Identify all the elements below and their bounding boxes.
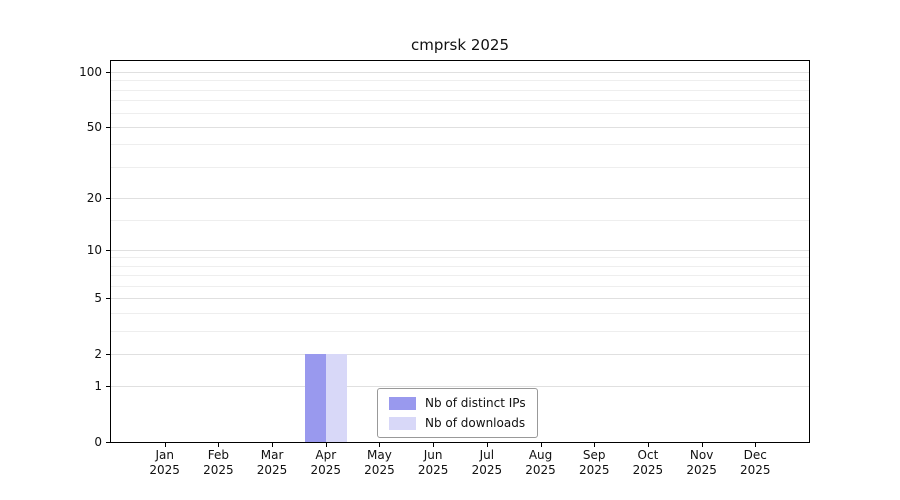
x-tick-mark [164,443,166,447]
y-gridline [111,249,809,251]
y-gridline-minor [111,313,809,314]
x-tick-label: Sep 2025 [564,448,624,478]
x-tick-label: Nov 2025 [672,448,732,478]
y-tick-label: 5 [94,291,102,306]
legend-item-distinct-ips: Nb of distinct IPs [389,396,526,410]
x-tick-label: Mar 2025 [242,448,302,478]
y-tick-mark [106,353,110,355]
x-tick-label: Apr 2025 [296,448,356,478]
x-tick-mark [379,443,381,447]
y-gridline-minor [111,144,809,146]
x-tick-month: Aug [528,448,553,462]
x-tick-mark [486,443,488,447]
bar-nb-of-distinct-ips-apr [304,353,326,442]
y-gridline-minor [111,112,809,114]
y-gridline-minor [111,80,809,82]
x-tick-label: Jun 2025 [403,448,463,478]
x-tick-label: Jan 2025 [135,448,195,478]
x-tick-year: 2025 [364,463,395,477]
chart-title: cmprsk 2025 [411,36,509,54]
y-tick-mark [106,197,110,199]
y-gridline [111,298,809,300]
y-gridline-minor [111,257,809,259]
y-gridline-minor [111,100,809,102]
y-gridline-minor [111,89,809,91]
y-tick-mark [106,72,110,74]
x-tick-year: 2025 [310,463,342,477]
x-tick-year: 2025 [578,463,610,477]
y-tick-label: 20 [86,190,102,205]
x-tick-label: Feb 2025 [188,448,248,478]
legend-label-distinct-ips: Nb of distinct IPs [425,396,526,410]
x-tick-mark [272,443,274,447]
x-tick-label: Jul 2025 [457,448,517,478]
y-gridline-minor [111,275,809,277]
x-tick-year: 2025 [525,463,556,477]
legend-label-downloads: Nb of downloads [425,416,526,430]
y-tick-mark [106,126,110,128]
x-tick-month: Jul [479,448,495,462]
x-tick-year: 2025 [471,463,503,477]
plot-area [110,60,810,443]
y-tick-mark [106,249,110,251]
x-tick-year: 2025 [417,463,449,477]
x-tick-label: Aug 2025 [511,448,571,478]
x-tick-label: May 2025 [349,448,409,478]
y-gridline-minor [111,166,809,168]
x-tick-year: 2025 [740,463,771,477]
x-tick-mark [594,443,596,447]
x-tick-mark [540,443,542,447]
y-gridline [111,353,809,355]
y-tick-label: 1 [94,379,102,394]
x-tick-month: Apr [315,448,337,462]
x-tick-mark [325,443,327,447]
y-gridline-minor [111,265,809,267]
x-tick-month: Oct [637,448,659,462]
x-tick-year: 2025 [256,463,288,477]
x-tick-mark [218,443,220,447]
x-tick-year: 2025 [203,463,234,477]
legend-item-downloads: Nb of downloads [389,416,526,430]
y-gridline [111,126,809,128]
x-tick-month: Nov [689,448,714,462]
legend-swatch-downloads [389,416,416,430]
x-tick-mark [433,443,435,447]
x-tick-year: 2025 [686,463,717,477]
x-tick-label: Oct 2025 [618,448,678,478]
x-tick-year: 2025 [632,463,664,477]
y-gridline-minor [111,330,809,332]
x-tick-month: Sep [582,448,606,462]
y-tick-label: 10 [86,242,102,257]
y-tick-label: 2 [94,346,102,361]
y-gridline-minor [111,219,809,221]
x-tick-month: Dec [743,448,767,462]
y-gridline [111,197,809,199]
x-tick-month: Feb [207,448,229,462]
x-tick-year: 2025 [149,463,180,477]
legend-swatch-distinct-ips [389,396,416,410]
x-tick-mark [755,443,757,447]
y-tick-mark [106,386,110,388]
x-tick-month: Jan [155,448,174,462]
y-tick-label: 100 [79,65,102,80]
bar-nb-of-downloads-apr [325,353,347,442]
x-tick-label: Dec 2025 [725,448,785,478]
y-tick-mark [106,298,110,300]
x-tick-month: Jun [423,448,443,462]
y-tick-label: 50 [86,119,102,134]
x-tick-month: Mar [260,448,284,462]
x-tick-mark [701,443,703,447]
x-tick-month: May [367,448,392,462]
y-tick-mark [106,442,110,443]
y-gridline-minor [111,286,809,288]
x-tick-mark [647,443,649,447]
y-gridline [111,72,809,74]
legend: Nb of distinct IPs Nb of downloads [377,388,538,438]
y-tick-label: 0 [94,435,102,449]
y-gridline [111,386,809,388]
